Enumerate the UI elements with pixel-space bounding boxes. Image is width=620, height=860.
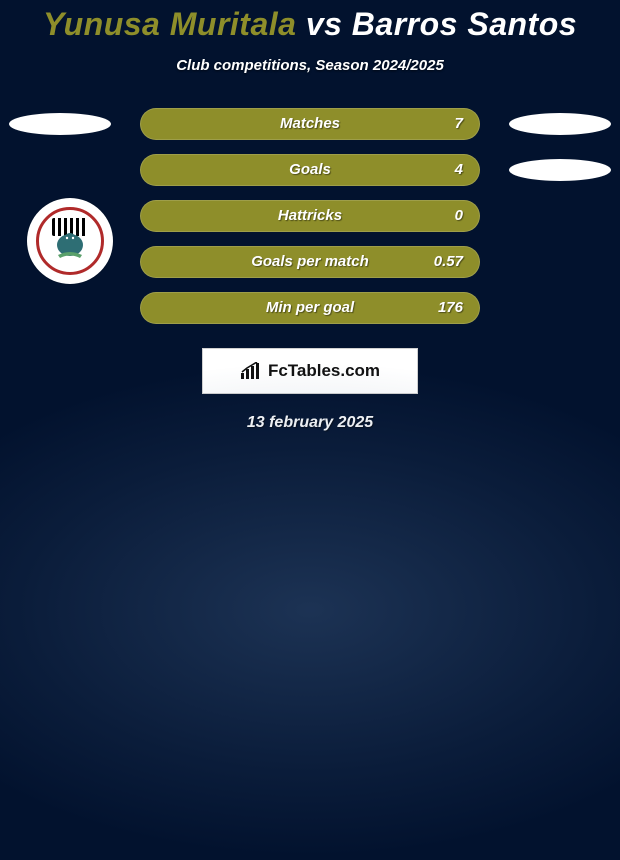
stat-value: 0 <box>455 207 463 224</box>
stat-bar: Goals 4 <box>140 154 480 186</box>
stat-value: 7 <box>455 115 463 132</box>
stat-label: Goals <box>141 161 479 178</box>
stat-value: 4 <box>455 161 463 178</box>
peacock-icon <box>50 225 90 259</box>
stat-label: Matches <box>141 115 479 132</box>
comparison-card: Yunusa Muritala vs Barros Santos Club co… <box>0 0 620 432</box>
stat-row: Min per goal 176 <box>0 292 620 338</box>
player2-name: Barros Santos <box>352 6 577 42</box>
stat-label: Hattricks <box>141 207 479 224</box>
club-badge <box>27 198 113 284</box>
stat-bar: Goals per match 0.57 <box>140 246 480 278</box>
stat-value: 176 <box>438 299 463 316</box>
stat-bar: Min per goal 176 <box>140 292 480 324</box>
stat-label: Min per goal <box>141 299 479 316</box>
player1-marker <box>9 113 111 135</box>
stat-value: 0.57 <box>434 253 463 270</box>
subtitle: Club competitions, Season 2024/2025 <box>0 57 620 74</box>
bar-chart-icon <box>240 362 262 380</box>
brand-badge[interactable]: FcTables.com <box>202 348 418 394</box>
stat-label: Goals per match <box>141 253 479 270</box>
player2-marker <box>509 113 611 135</box>
player1-name: Yunusa Muritala <box>43 6 296 42</box>
vs-label: vs <box>306 6 343 42</box>
page-title: Yunusa Muritala vs Barros Santos <box>0 6 620 43</box>
background-glow <box>0 360 620 860</box>
stat-bar: Matches 7 <box>140 108 480 140</box>
badge-ring <box>36 207 104 275</box>
player2-marker <box>509 159 611 181</box>
date-label: 13 february 2025 <box>0 414 620 432</box>
stat-row: Matches 7 <box>0 108 620 154</box>
stat-bar: Hattricks 0 <box>140 200 480 232</box>
stat-row: Goals 4 <box>0 154 620 200</box>
brand-text: FcTables.com <box>268 361 380 381</box>
